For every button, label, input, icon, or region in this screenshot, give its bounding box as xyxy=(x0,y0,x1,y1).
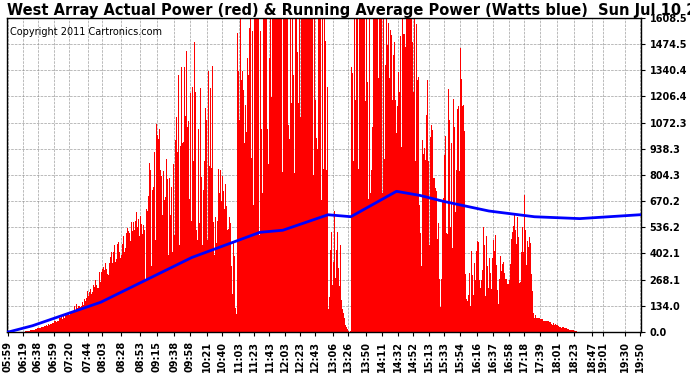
Text: West Array Actual Power (red) & Running Average Power (Watts blue)  Sun Jul 10 2: West Array Actual Power (red) & Running … xyxy=(7,3,690,18)
Text: Copyright 2011 Cartronics.com: Copyright 2011 Cartronics.com xyxy=(10,27,162,37)
